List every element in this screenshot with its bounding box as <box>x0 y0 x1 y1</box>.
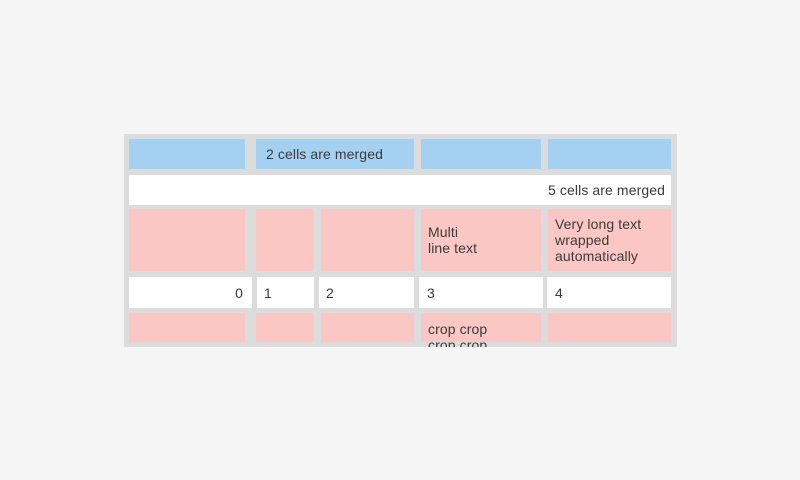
table-cell-r3c1[interactable] <box>129 209 245 271</box>
table-cell-r4c2[interactable]: 1 <box>257 277 314 308</box>
number-0-label: 0 <box>235 284 243 301</box>
merged-2-cells-label: 2 cells are merged <box>266 146 383 162</box>
multi-line-text-label: Multi line text <box>428 224 478 256</box>
table-cell-r1c1[interactable] <box>129 139 245 169</box>
number-1-label: 1 <box>264 284 272 301</box>
table-cell-r5c2[interactable] <box>256 313 314 342</box>
table-cell-r1c5[interactable] <box>548 139 671 169</box>
table-cell-r5c5[interactable] <box>548 313 671 342</box>
table-cell-r5c4[interactable]: crop crop crop crop <box>421 313 541 347</box>
table-cell-r2-merged[interactable]: 5 cells are merged <box>129 175 671 205</box>
number-2-label: 2 <box>326 284 334 301</box>
table-cell-r3c2[interactable] <box>256 209 314 271</box>
number-4-label: 4 <box>555 284 563 301</box>
table-cell-r4c5[interactable]: 4 <box>547 277 671 308</box>
wrapped-text-label: Very long text wrapped automatically <box>555 216 642 264</box>
table-cell-r1c4[interactable] <box>421 139 541 169</box>
table-cell-r4c3[interactable]: 2 <box>319 277 414 308</box>
table-cell-r3c3[interactable] <box>321 209 414 271</box>
table-cell-r4c4[interactable]: 3 <box>419 277 543 308</box>
number-3-label: 3 <box>427 284 435 301</box>
table-cell-r5c1[interactable] <box>129 313 245 342</box>
table-widget: 2 cells are merged 5 cells are merged Mu… <box>124 134 677 347</box>
table-cell-r1-merged[interactable]: 2 cells are merged <box>256 139 414 169</box>
table-cell-r3c4[interactable]: Multi line text <box>421 209 541 271</box>
table-cell-r5c3[interactable] <box>321 313 414 342</box>
table-cell-r3c5[interactable]: Very long text wrapped automatically <box>548 209 671 271</box>
table-cell-r4c1[interactable]: 0 <box>129 277 252 308</box>
merged-5-cells-label: 5 cells are merged <box>548 182 665 198</box>
crop-text-label: crop crop crop crop <box>428 321 488 347</box>
